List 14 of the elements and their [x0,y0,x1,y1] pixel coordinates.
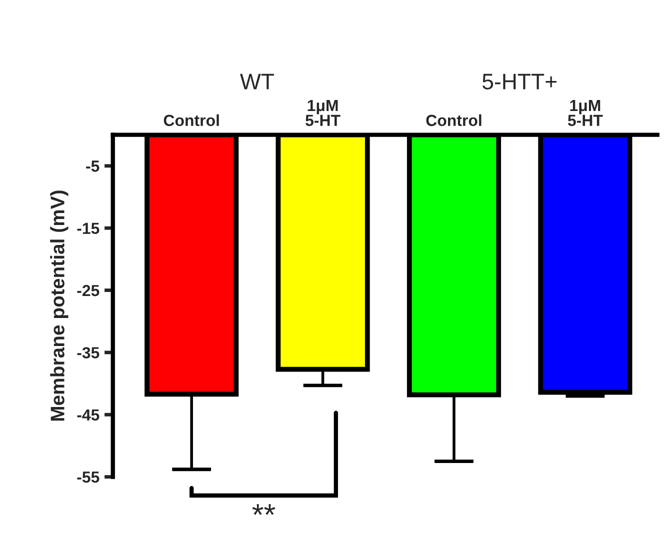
text: 5-HTT+ [482,74,556,90]
x-tick-label: Control [164,114,219,126]
y-tick-label: -45 [77,409,100,421]
y-tick-label: -25 [77,284,100,296]
y-tick-label: -5 [86,160,100,172]
x-tick-label: 1μM 5-HT [306,100,340,126]
y-tick-label: -15 [77,222,100,234]
y-tick-label: -35 [77,347,100,358]
y-axis-title: Membrane potential (mV) [50,190,68,421]
text: WT [240,74,274,90]
x-tick-label: Control [426,114,482,126]
text: ** [252,504,276,515]
y-tick-label: -55 [77,472,100,483]
x-tick-label: 1μM 5-HT [568,100,603,126]
